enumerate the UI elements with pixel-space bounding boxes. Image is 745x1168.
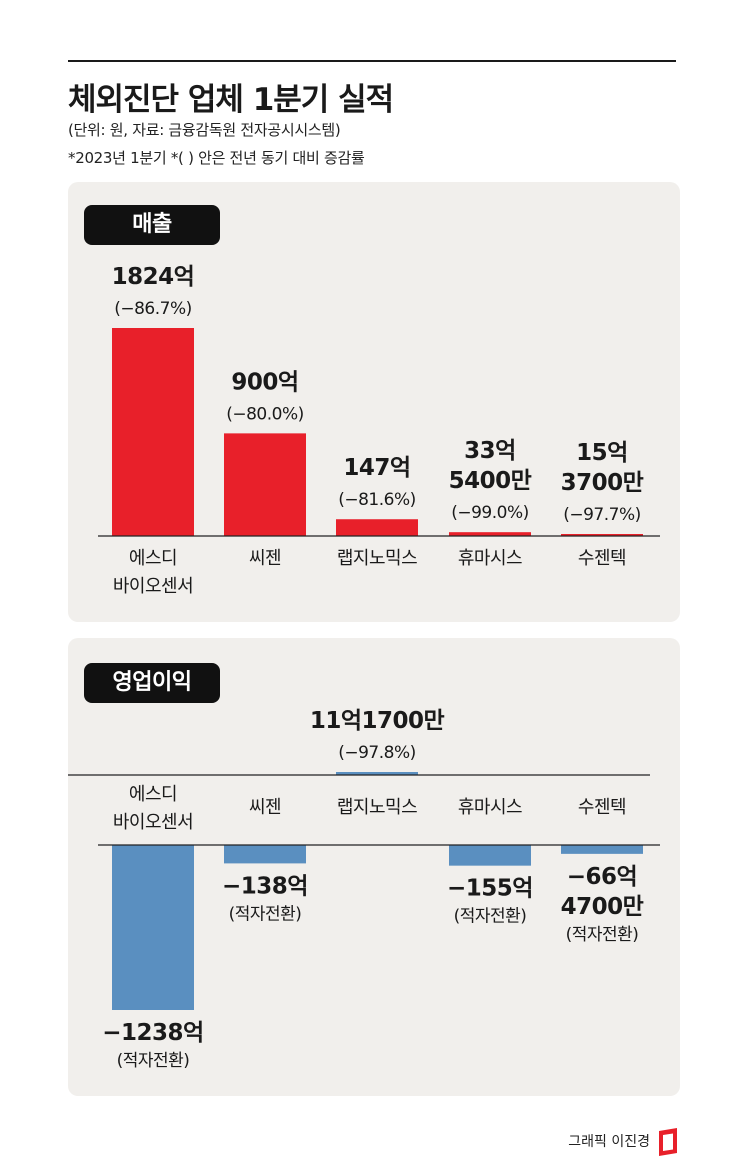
op-value-label: −138억 [222, 873, 308, 899]
sales-value-label: 15억 [576, 440, 628, 466]
page-title: 체외진단 업체 1분기 실적 [68, 82, 394, 118]
op-value-label: −66억 [567, 864, 637, 890]
op-value-label: −1238억 [102, 1020, 203, 1046]
sales-category-label: 휴마시스 [458, 548, 522, 569]
op-category-label: 씨젠 [249, 797, 281, 818]
sales-value-label: 5400만 [449, 468, 532, 494]
sales-value-label: 1824억 [112, 264, 195, 290]
unit-note: (단위: 원, 자료: 금융감독원 전자공시시스템) [68, 121, 341, 139]
op-bar [224, 845, 306, 864]
sales-category-label: 씨젠 [249, 548, 281, 569]
sales-change-label: (−86.7%) [114, 299, 192, 319]
op-change-label: (적자전환) [566, 925, 639, 945]
period-note: *2023년 1분기 *( ) 안은 전년 동기 대비 증감률 [68, 149, 365, 167]
sales-value-label: 3700만 [561, 470, 644, 496]
sales-value-label: 900억 [231, 369, 298, 395]
op-change-label: (적자전환) [454, 907, 527, 927]
sales-bar [336, 519, 418, 536]
top-rule [68, 60, 676, 62]
sales-bar [561, 534, 643, 536]
sales-value-label: 33억 [464, 438, 516, 464]
sales-category-label: 랩지노믹스 [337, 548, 417, 569]
sales-value-label: 147억 [343, 455, 410, 481]
op-bar [336, 772, 418, 775]
op-category-label: 휴마시스 [458, 797, 522, 818]
op-bar [449, 845, 531, 866]
op-category-label: 랩지노믹스 [337, 797, 417, 818]
graphic-credit: 그래픽 이진경 [568, 1134, 650, 1150]
sales-bar [112, 328, 194, 536]
sales-change-label: (−97.7%) [563, 505, 641, 525]
sales-category-label: 수젠텍 [578, 548, 626, 569]
sales-category-label: 바이오센서 [113, 576, 193, 597]
op-change-label: (적자전환) [117, 1051, 190, 1071]
op-change-label: (적자전환) [229, 904, 302, 924]
logo-icon [659, 1128, 677, 1156]
op-bar [561, 845, 643, 854]
op-value-label: −155억 [447, 876, 533, 902]
sales-bar [449, 532, 531, 536]
op-value-label: 11억1700만 [310, 708, 445, 734]
op-category-label: 수젠텍 [578, 797, 626, 818]
sales-change-label: (−80.0%) [226, 404, 304, 424]
sales-category-label: 에스디 [129, 548, 177, 569]
sales-change-label: (−81.6%) [338, 490, 416, 510]
sales-change-label: (−99.0%) [451, 503, 529, 523]
operating-profit-tag: 영업이익 [84, 663, 220, 703]
op-bar [112, 845, 194, 1010]
op-value-label: 4700만 [561, 894, 644, 920]
op-category-label: 에스디 [129, 784, 177, 805]
sales-tag: 매출 [84, 205, 220, 245]
op-change-label: (−97.8%) [338, 743, 416, 763]
sales-bar [224, 433, 306, 536]
op-category-label: 바이오센서 [113, 812, 193, 833]
